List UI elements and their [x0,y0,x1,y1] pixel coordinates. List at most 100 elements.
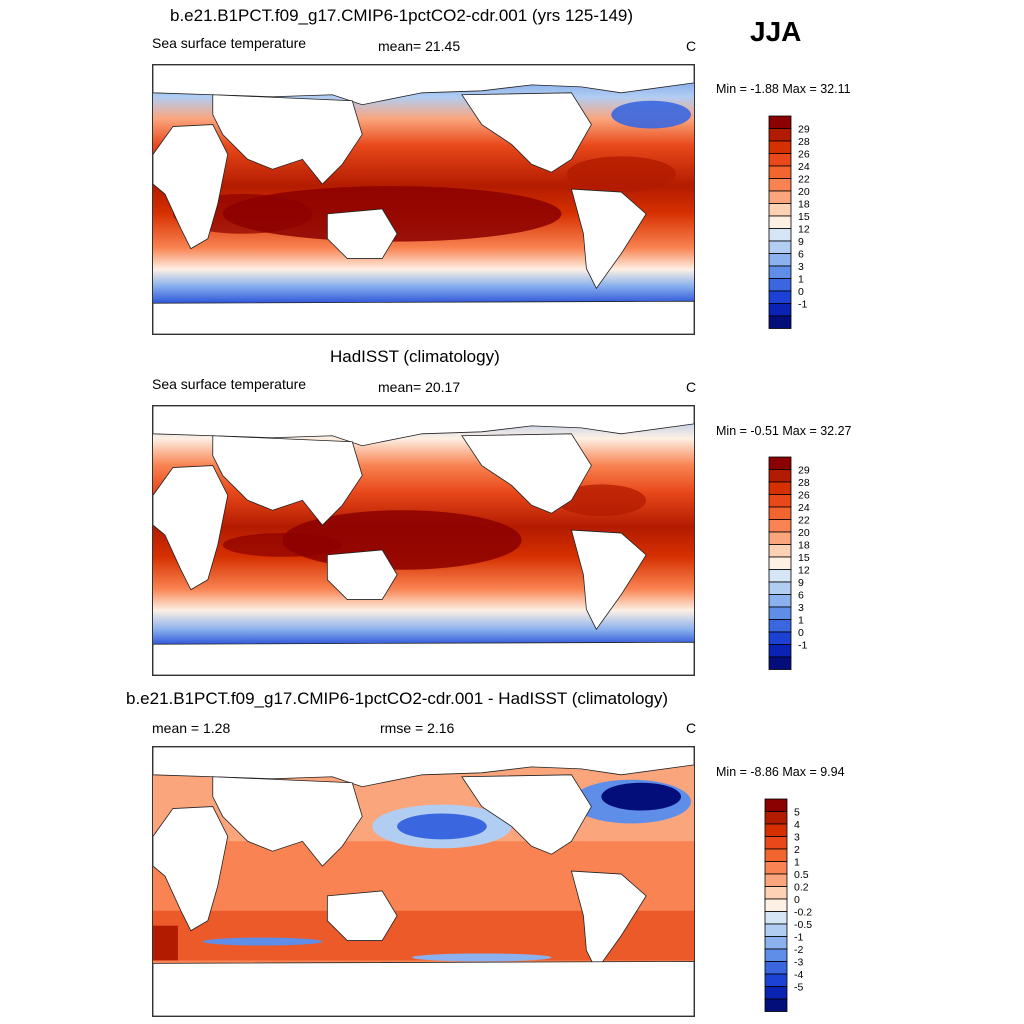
colorbar-tick-label: -5 [794,982,803,994]
colorbar-box [768,631,792,645]
colorbar-box [768,265,792,279]
panel1-north-america [461,92,592,173]
panel1-antarctica [153,300,694,334]
colorbar-tick-label: -1 [798,299,807,311]
colorbar-tick-label: 22 [798,174,810,186]
colorbar-box [764,998,788,1012]
colorbar-box [764,861,788,875]
panel2-antarctica [153,641,694,675]
colorbar-box [764,948,788,962]
colorbar-box [764,961,788,975]
panel2-map-svg [153,406,694,675]
colorbar-tick-label: 4 [794,819,800,831]
colorbar-box [764,923,788,937]
panel2-map [152,405,695,676]
panel2-eurasia [212,435,363,526]
colorbar-box [768,115,792,129]
colorbar-box [768,644,792,658]
colorbar-box [768,253,792,267]
panel1-minmax-label: Min = -1.88 Max = 32.11 [716,82,851,96]
panel2-minmax-label: Min = -0.51 Max = 32.27 [716,424,852,438]
panel1-mean-label: mean= 21.45 [378,38,461,54]
colorbar-box [768,140,792,154]
colorbar-box [768,240,792,254]
colorbar-tick-label: -1 [798,640,807,652]
colorbar-tick-label: 24 [798,161,810,173]
colorbar-box [768,494,792,508]
colorbar-tick-label: 28 [798,136,810,148]
colorbar-box [768,531,792,545]
panel3-africa [153,806,229,932]
colorbar-tick-label: 0.5 [794,869,809,881]
panel2-south-america [570,529,647,631]
colorbar-tick-label: 9 [798,236,804,248]
colorbar-tick-label: 26 [798,149,810,161]
colorbar-box [768,303,792,317]
colorbar-tick-label: -0.2 [794,907,812,919]
panel1-australia [326,208,398,259]
colorbar-tick-label: 20 [798,527,810,539]
colorbar-box [768,569,792,583]
colorbar-box [764,898,788,912]
colorbar-tick-label: -2 [794,944,803,956]
panel2-atlantic-warm [556,484,647,517]
panel3-eurasia [212,776,363,867]
panel2-variable-label: Sea surface temperature [152,376,307,392]
panel1-map [152,64,695,335]
colorbar-box [764,873,788,887]
colorbar-tick-label: 18 [798,199,810,211]
colorbar-tick-label: 24 [798,502,810,514]
colorbar-box [764,836,788,850]
panel3-rmse-label: rmse = 2.16 [380,720,455,736]
colorbar-box [764,911,788,925]
panel1-africa [153,124,229,250]
colorbar-box [768,165,792,179]
colorbar-box [768,619,792,633]
panel3-title: b.e21.B1PCT.f09_g17.CMIP6-1pctCO2-cdr.00… [126,689,669,708]
colorbar-tick-label: 0.2 [794,882,809,894]
colorbar-box [768,606,792,620]
colorbar-tick-label: 28 [798,477,810,489]
panel3-benguela-warm [153,925,178,961]
panel3-southern-cool-1 [202,937,323,946]
panel2-indian-warm [222,533,343,557]
colorbar-box [768,506,792,520]
colorbar-tick-label: 20 [798,186,810,198]
panel2-mean-label: mean= 20.17 [378,379,461,395]
panel2-continents [153,406,694,675]
panel1-continents [153,65,694,334]
colorbar-tick-label: 3 [794,832,800,844]
colorbar-tick-label: -1 [794,932,803,944]
colorbar-box [764,811,788,825]
colorbar-box [764,936,788,950]
panel1-units-label: C [686,38,697,54]
panel1-warm-pool [222,186,562,242]
colorbar-tick-label: -0.5 [794,919,812,931]
colorbar-box [768,315,792,329]
colorbar-box [764,886,788,900]
panel2-title: HadISST (climatology) [330,347,500,366]
panel2-units-label: C [686,379,697,395]
colorbar-box [768,215,792,229]
panel3-north-pacific-cold [397,813,487,840]
colorbar-tick-label: 6 [798,249,804,261]
colorbar-tick-label: 3 [798,261,804,273]
colorbar-box [768,544,792,558]
panel3-south-america [570,870,647,972]
panel3-antarctica [153,961,694,1016]
colorbar-tick-label: 0 [798,627,804,639]
colorbar-tick-label: 15 [798,552,810,564]
colorbar-tick-label: 29 [798,465,810,477]
colorbar-box [768,594,792,608]
panel1-map-svg [153,65,694,334]
colorbar-box [768,278,792,292]
colorbar-tick-label: 12 [798,224,810,236]
colorbar-tick-label: 5 [794,807,800,819]
colorbar-tick-label: 1 [798,615,804,627]
colorbar-box [764,848,788,862]
colorbar-box [768,456,792,470]
colorbar-tick-label: 1 [798,274,804,286]
panel1-north-atlantic-cold [611,100,692,129]
